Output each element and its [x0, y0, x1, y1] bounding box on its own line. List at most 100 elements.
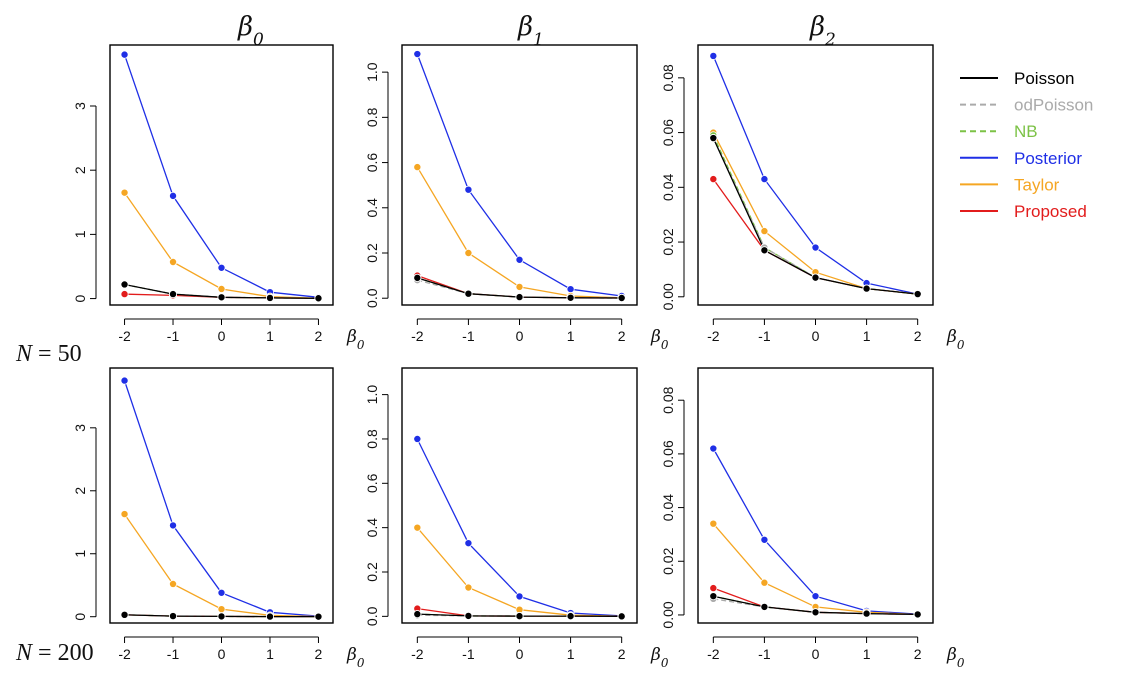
x-axis-symbol: β0 — [346, 645, 365, 670]
panel-0: 0 1 2 3 -2 -1 0 1 2 β0 — [72, 44, 365, 352]
row-label-n200: N = 200 — [15, 640, 94, 666]
legend-item-poisson: Poisson — [960, 69, 1074, 88]
y-tick-label: 0 — [72, 613, 88, 621]
data-point-poisson — [265, 293, 274, 302]
x-tick-label: -2 — [707, 328, 720, 344]
y-tick-label: 2 — [72, 166, 88, 174]
panel-3: 0 1 2 3 -2 -1 0 1 2 β0 — [72, 367, 365, 670]
x-tick-label: 1 — [266, 328, 274, 344]
y-tick-label: 0.0 — [364, 606, 380, 626]
x-tick-label: -2 — [411, 328, 424, 344]
data-point-posterior — [760, 535, 769, 544]
y-tick-label: 0.08 — [660, 64, 676, 91]
data-point-poisson — [217, 612, 226, 621]
legend-label: Taylor — [1014, 175, 1060, 194]
y-tick-label: 0 — [72, 294, 88, 302]
series-line-posterior — [123, 380, 319, 617]
data-point-posterior — [120, 50, 129, 59]
legend-item-taylor: Taylor — [960, 175, 1060, 194]
series-line-taylor — [712, 523, 918, 616]
x-tick-label: -2 — [118, 328, 131, 344]
x-tick-label: 2 — [315, 646, 323, 662]
x-tick-label: 2 — [618, 328, 626, 344]
y-tick-label: 0.6 — [364, 153, 380, 173]
data-point-poisson — [120, 280, 129, 289]
data-point-taylor — [515, 282, 524, 291]
data-point-taylor — [120, 510, 129, 519]
data-point-posterior — [811, 592, 820, 601]
series-line-taylor — [416, 527, 622, 617]
x-tick-label: -2 — [707, 646, 720, 662]
data-point-taylor — [760, 227, 769, 236]
data-point-posterior — [464, 185, 473, 194]
data-point-poisson — [169, 290, 178, 299]
data-point-poisson — [709, 592, 718, 601]
x-tick-label: 2 — [315, 328, 323, 344]
x-tick-label: 1 — [567, 328, 575, 344]
data-point-poisson — [515, 612, 524, 621]
data-point-taylor — [464, 248, 473, 257]
data-point-posterior — [217, 263, 226, 272]
data-point-taylor — [169, 257, 178, 266]
y-tick-label: 3 — [72, 424, 88, 432]
data-point-poisson — [515, 293, 524, 302]
data-point-poisson — [709, 134, 718, 143]
legend-label: odPoisson — [1014, 96, 1093, 115]
data-point-poisson — [314, 612, 323, 621]
data-point-poisson — [862, 609, 871, 618]
x-tick-label: 1 — [863, 646, 871, 662]
data-point-posterior — [464, 539, 473, 548]
data-point-taylor — [413, 523, 422, 532]
series-line-taylor — [416, 166, 622, 299]
column-title-0: β0 — [237, 12, 264, 50]
data-point-poisson — [464, 611, 473, 620]
panel-5: 0.00 0.02 0.04 0.06 0.08 -2 -1 0 1 2 β0 — [660, 367, 965, 670]
data-point-taylor — [217, 605, 226, 614]
series-line-posterior — [712, 55, 918, 295]
legend-item-odpoisson: odPoisson — [960, 96, 1093, 115]
data-point-poisson — [566, 293, 575, 302]
y-tick-label: 1 — [72, 550, 88, 558]
legend: Poisson odPoisson NB Posterior Taylor Propose… — [960, 69, 1093, 221]
x-tick-label: 0 — [812, 328, 820, 344]
data-point-poisson — [413, 610, 422, 619]
x-axis-symbol: β0 — [946, 645, 965, 670]
y-tick-label: 1.0 — [364, 62, 380, 82]
y-tick-label: 0.6 — [364, 473, 380, 493]
data-point-posterior — [515, 255, 524, 264]
series-line-taylor — [123, 192, 319, 299]
x-tick-label: 0 — [812, 646, 820, 662]
data-point-poisson — [760, 602, 769, 611]
data-point-taylor — [217, 284, 226, 293]
legend-item-proposed: Proposed — [960, 202, 1087, 221]
panel-1: 0.0 0.2 0.4 0.6 0.8 1.0 -2 -1 0 1 2 β0 — [364, 44, 669, 352]
data-point-proposed — [709, 175, 718, 184]
y-tick-label: 0.2 — [364, 243, 380, 263]
data-point-posterior — [169, 191, 178, 200]
y-tick-label: 0.2 — [364, 562, 380, 582]
x-tick-label: 1 — [567, 646, 575, 662]
data-point-posterior — [709, 51, 718, 60]
data-point-poisson — [811, 608, 820, 617]
x-tick-label: 0 — [218, 646, 226, 662]
y-tick-label: 1.0 — [364, 385, 380, 405]
plot-frame — [697, 367, 934, 624]
data-point-poisson — [566, 612, 575, 621]
series-line-taylor — [123, 513, 319, 618]
data-point-proposed — [709, 584, 718, 593]
y-tick-label: 0.02 — [660, 228, 676, 255]
x-tick-label: 0 — [218, 328, 226, 344]
x-tick-label: 2 — [914, 328, 922, 344]
y-tick-label: 1 — [72, 230, 88, 238]
legend-label: Posterior — [1014, 149, 1082, 168]
y-tick-label: 0.06 — [660, 440, 676, 467]
y-tick-label: 0.4 — [364, 198, 380, 218]
data-point-poisson — [862, 284, 871, 293]
panel-4: 0.0 0.2 0.4 0.6 0.8 1.0 -2 -1 0 1 2 β0 — [364, 367, 669, 670]
y-tick-label: 0.8 — [364, 429, 380, 449]
data-point-taylor — [169, 579, 178, 588]
plot-frame — [697, 44, 934, 306]
y-tick-label: 0.0 — [364, 288, 380, 308]
data-point-poisson — [217, 293, 226, 302]
data-point-posterior — [413, 434, 422, 443]
